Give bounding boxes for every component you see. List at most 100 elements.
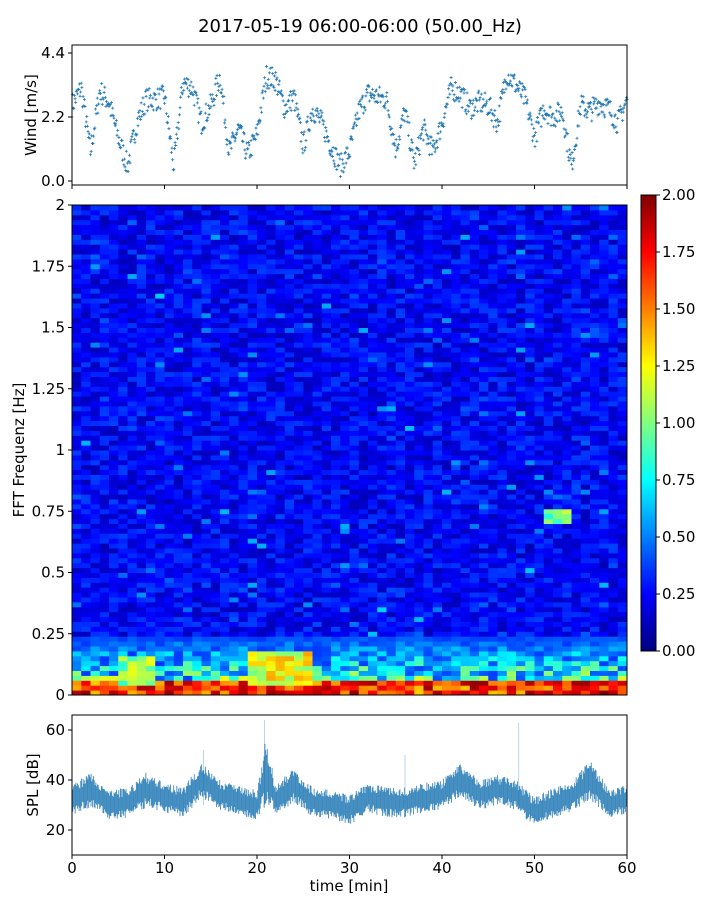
spectrogram-cell xyxy=(331,670,341,676)
spectrogram-cell xyxy=(451,450,461,456)
spectrogram-cell xyxy=(395,420,406,426)
spectrogram-cell xyxy=(386,567,397,573)
spectrogram-cell xyxy=(109,641,119,647)
spectrogram-cell xyxy=(580,601,591,608)
spectrogram-cell xyxy=(312,410,323,417)
spectrogram-cell xyxy=(534,655,545,662)
wind-data-point xyxy=(110,100,114,104)
spectrogram-cell xyxy=(432,655,443,662)
wind-data-point xyxy=(301,151,305,155)
spectrogram-cell xyxy=(562,366,572,373)
spectrogram-cell xyxy=(275,582,286,588)
spectrogram-cell xyxy=(192,445,202,451)
spectrogram-cell xyxy=(210,646,221,652)
wind-data-point xyxy=(268,71,272,75)
spectrogram-cell xyxy=(543,636,554,642)
spectrogram-cell xyxy=(201,435,212,441)
spectrogram-cell xyxy=(571,440,582,446)
spectrogram-cell xyxy=(525,690,535,696)
wind-data-point xyxy=(146,88,150,92)
spectrogram-cell xyxy=(358,577,369,583)
spectrogram-cell xyxy=(497,484,508,490)
spectrogram-cell xyxy=(599,675,609,681)
spectrogram-cell xyxy=(497,646,508,652)
wind-data-point xyxy=(510,84,514,88)
spectrogram-cell xyxy=(525,459,535,466)
spectrogram-cell xyxy=(201,361,212,368)
spectrogram-cell xyxy=(525,597,535,603)
spectrogram-cell xyxy=(164,430,175,436)
spectrogram-cell xyxy=(331,572,341,578)
spectrogram-cell xyxy=(155,454,165,461)
spectrogram-cell xyxy=(543,435,554,441)
spectrogram-cell xyxy=(183,405,193,412)
wind-data-point xyxy=(272,86,276,90)
spectrogram-cell xyxy=(368,626,378,632)
wind-data-point xyxy=(411,156,415,160)
spectrogram-cell xyxy=(386,474,397,480)
spectrogram-cell xyxy=(562,450,572,456)
spectrogram-cell xyxy=(99,513,110,520)
spectrogram-cell xyxy=(72,440,82,446)
spectrogram-cell xyxy=(201,636,212,642)
spectrogram-cell xyxy=(340,415,350,422)
spectrogram-cell xyxy=(127,650,138,657)
spectrogram-cell xyxy=(303,376,313,382)
spectrogram-cell xyxy=(543,533,554,539)
spectrogram-cell xyxy=(340,582,350,588)
spectrogram-cell xyxy=(229,548,239,554)
spectrogram-cell xyxy=(534,572,545,578)
spectrogram-cell xyxy=(331,616,341,622)
spectrogram-cell xyxy=(72,631,82,637)
spectrogram-cell xyxy=(81,606,91,613)
wind-panel: 0.02.24.4 Wind [m/s] xyxy=(22,44,629,190)
spectrogram-cell xyxy=(617,513,628,520)
spectrogram-cell xyxy=(395,425,406,431)
spectrogram-cell xyxy=(164,557,175,564)
spectrogram-cell xyxy=(109,484,119,490)
spectrogram-cell xyxy=(395,650,406,657)
spectrogram-cell xyxy=(201,621,212,627)
spectrogram-cell xyxy=(155,381,165,387)
spectrogram-cell xyxy=(136,660,147,667)
spectrogram-cell xyxy=(368,450,378,456)
wind-data-point xyxy=(605,97,609,101)
spectrogram-cell xyxy=(284,499,295,505)
wind-data-point xyxy=(300,147,304,151)
spectrogram-cell xyxy=(284,543,295,549)
spectrogram-cell xyxy=(405,601,415,608)
spectrogram-cell xyxy=(460,533,471,539)
wind-data-point xyxy=(127,159,131,163)
spectrogram-cell xyxy=(562,523,572,529)
spectrogram-cell xyxy=(136,513,147,520)
spectrogram-cell xyxy=(238,601,249,608)
spectrogram-cell xyxy=(164,552,175,559)
spectrogram-cell xyxy=(266,690,276,696)
spectrogram-cell xyxy=(553,543,563,549)
spectrogram-cell xyxy=(516,503,526,510)
spectrogram-cell xyxy=(460,543,471,549)
spectrogram-cell xyxy=(617,543,628,549)
spectrogram-cell xyxy=(562,445,572,451)
spectrogram-cell xyxy=(284,548,295,554)
spectrogram-cell xyxy=(405,459,415,466)
spectrogram-cell xyxy=(488,366,498,373)
spectrogram-cell xyxy=(580,650,591,657)
wind-data-point xyxy=(303,148,307,152)
spectrogram-cell xyxy=(257,611,267,618)
spectrogram-cell xyxy=(358,435,369,441)
wind-data-point xyxy=(253,137,257,141)
spectrogram-cell xyxy=(395,567,406,573)
spectrogram-cell xyxy=(423,606,434,613)
spectrogram-cell xyxy=(257,572,267,578)
spectrogram-cell xyxy=(525,621,535,627)
wind-data-point xyxy=(413,159,417,163)
spectrogram-cell xyxy=(275,513,286,520)
spectrogram-cell xyxy=(99,655,110,662)
spectrogram-cell xyxy=(469,592,480,598)
wind-data-point xyxy=(570,151,574,155)
wind-data-point xyxy=(410,140,414,144)
spectrogram-cell xyxy=(543,552,554,559)
wind-data-point xyxy=(176,137,180,141)
spectrogram-cell xyxy=(617,680,628,686)
